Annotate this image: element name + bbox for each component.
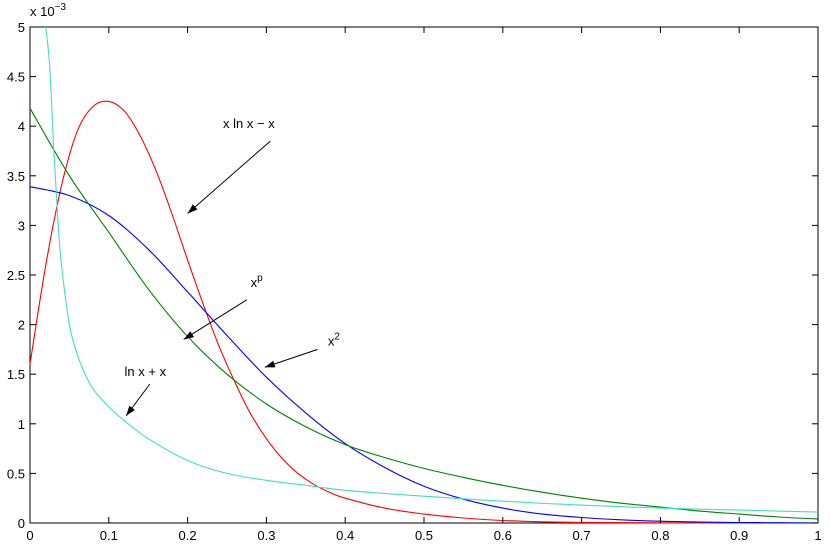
x-tick-label: 0.1	[100, 528, 118, 543]
annotation-arrow-head	[126, 405, 135, 416]
annotation-label: x2	[328, 331, 341, 348]
annotation-arrow-head	[187, 204, 198, 214]
y-tick-label: 4.5	[7, 70, 25, 85]
y-tick-label: 0	[18, 516, 25, 531]
y-tick-label: 2	[18, 318, 25, 333]
y-tick-label: 0.5	[7, 466, 25, 481]
y-scale-exponent: −3	[55, 2, 67, 13]
y-scale-label: x 10−3	[30, 2, 66, 19]
annotation-arrow-head	[264, 360, 276, 368]
y-scale-prefix: x 10	[30, 4, 55, 19]
y-tick-label: 5	[18, 20, 25, 35]
annotation-arrow-shaft	[183, 299, 247, 340]
series-line-1	[29, 100, 818, 524]
series-line-4	[45, 26, 819, 513]
x-tick-label: 0.9	[730, 528, 748, 543]
annotation-label: xp	[251, 273, 264, 290]
annotation-superscript: 2	[334, 331, 340, 342]
x-tick-label: 0.6	[494, 528, 512, 543]
plot-frame	[29, 26, 819, 524]
annotation-arrow-head	[183, 331, 194, 340]
y-tick-label: 4	[18, 119, 25, 134]
annotation-text: x ln x − x	[223, 116, 275, 131]
x-tick-label: 0.4	[336, 528, 354, 543]
x-tick-label: 0.8	[651, 528, 669, 543]
series-line-2	[29, 186, 819, 524]
y-tick-label: 3	[18, 218, 25, 233]
annotation-text: x	[251, 275, 258, 290]
x-tick-label: 0.2	[179, 528, 197, 543]
annotation-arrow-shaft	[187, 140, 271, 214]
curves	[29, 26, 819, 524]
x-tick-label: 0.3	[257, 528, 275, 543]
annotation-text: ln x + x	[125, 364, 167, 379]
annotation-label: x ln x − x	[223, 116, 275, 131]
x-tick-label: 0.7	[573, 528, 591, 543]
annotation-label: ln x + x	[125, 364, 167, 379]
series-line-3	[29, 108, 819, 520]
x-tick-label: 1	[814, 528, 821, 543]
x-tick-label: 0.5	[415, 528, 433, 543]
y-tick-label: 2.5	[7, 268, 25, 283]
y-tick-label: 1.5	[7, 367, 25, 382]
annotation-text: x	[328, 333, 335, 348]
y-tick-label: 1	[18, 417, 25, 432]
axes-box	[29, 26, 819, 524]
annotation-superscript: p	[257, 273, 263, 284]
ticks: 0 0.1 0.2 0.3 0.4 0.5 0.6 0.7 0.8 0.9 1 0 0.5 1 1.5 2 2.…	[7, 20, 822, 543]
y-tick-label: 3.5	[7, 169, 25, 184]
x-tick-label: 0	[26, 528, 33, 543]
